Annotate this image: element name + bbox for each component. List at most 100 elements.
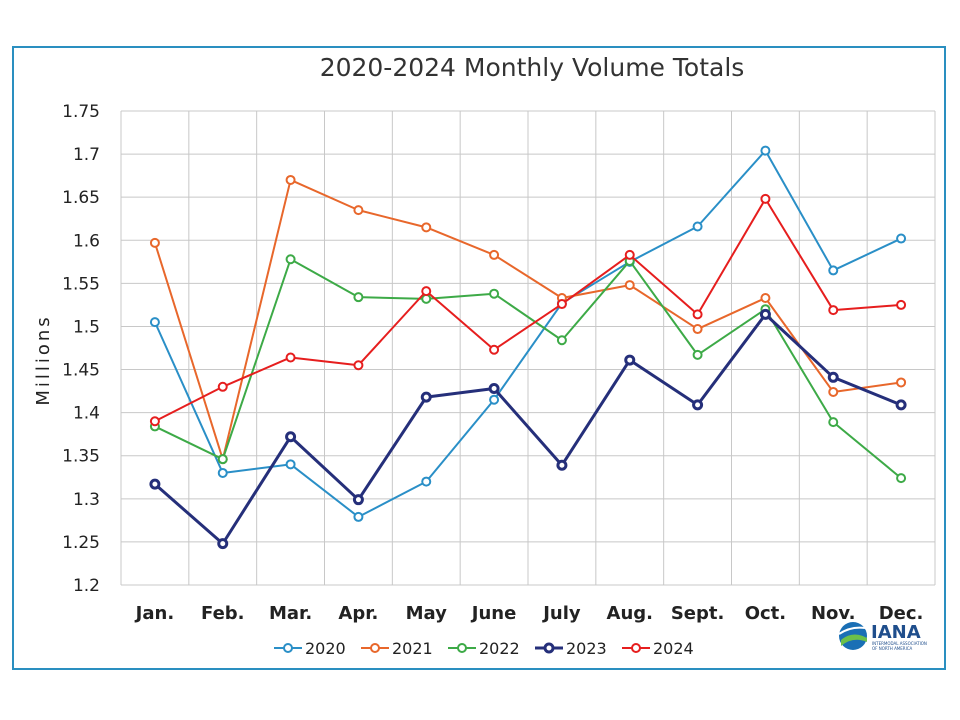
legend-item-2022: 2022 [448, 639, 520, 658]
legend-item-2024: 2024 [622, 639, 694, 658]
y-tick-label: 1.5 [73, 317, 100, 337]
legend-item-2021: 2021 [361, 639, 433, 658]
iana-logo: IANA INTERMODAL ASSOCIATION OF NORTH AME… [838, 622, 927, 651]
y-tick-label: 1.55 [62, 274, 100, 294]
y-tick-label: 1.25 [62, 533, 100, 553]
data-point [624, 354, 636, 366]
chart-title: 2020-2024 Monthly Volume Totals [320, 53, 745, 82]
data-point [760, 193, 771, 204]
x-tick-label: Jan. [134, 603, 175, 624]
data-point [149, 478, 161, 490]
data-point [489, 344, 500, 355]
data-point [149, 237, 160, 248]
data-point [285, 174, 296, 185]
y-tick-label: 1.4 [73, 404, 100, 424]
series-2023 [149, 308, 907, 550]
data-point [217, 538, 229, 550]
x-tick-label: Mar. [269, 603, 312, 624]
x-axis-ticks: Jan. Feb. Mar. Apr. May June July Aug. Sept. Oct.… [134, 603, 924, 624]
data-point [828, 417, 839, 428]
legend-label: 2020 [305, 639, 346, 658]
data-point [420, 391, 432, 403]
y-tick-label: 1.2 [73, 576, 100, 596]
series-line [154, 197, 902, 423]
y-tick-label: 1.45 [62, 361, 100, 381]
y-tick-label: 1.35 [62, 447, 100, 467]
data-point [421, 286, 432, 297]
series-2021 [149, 174, 907, 465]
data-point [353, 292, 364, 303]
data-point [353, 360, 364, 371]
data-point [352, 494, 364, 506]
data-point [489, 394, 500, 405]
series-line [153, 312, 902, 546]
x-tick-label: Feb. [201, 603, 245, 624]
x-tick-label: July [541, 603, 581, 624]
data-point [692, 399, 704, 411]
data-point [285, 352, 296, 363]
data-point [896, 473, 907, 484]
data-point [895, 399, 907, 411]
y-tick-label: 1.6 [73, 231, 100, 251]
data-point [217, 381, 228, 392]
legend: 2020 2021 2022 2023 2024 [274, 639, 694, 658]
logo-subtitle-line2: OF NORTH AMERICA [872, 646, 913, 651]
data-point [827, 371, 839, 383]
series-2024 [149, 193, 907, 427]
data-point [149, 416, 160, 427]
legend-item-2023: 2023 [535, 639, 607, 658]
data-point [149, 317, 160, 328]
y-tick-label: 1.7 [73, 145, 100, 165]
x-tick-label: Apr. [338, 603, 378, 624]
legend-label: 2024 [653, 639, 694, 658]
y-tick-label: 1.75 [62, 102, 100, 122]
series-line [154, 149, 902, 518]
data-point [828, 305, 839, 316]
data-point [896, 299, 907, 310]
legend-label: 2022 [479, 639, 520, 658]
data-point [556, 299, 567, 310]
x-tick-label: Sept. [671, 603, 725, 624]
y-tick-label: 1.3 [73, 490, 100, 510]
line-chart: 2020-2024 Monthly Volume Totals 1.21.251… [33, 53, 936, 658]
data-point [896, 233, 907, 244]
data-point [285, 431, 297, 443]
data-point [760, 293, 771, 304]
legend-item-2020: 2020 [274, 639, 346, 658]
legend-swatch-marker [631, 643, 641, 653]
data-point [624, 249, 635, 260]
x-tick-label: Dec. [879, 603, 924, 624]
series-layer [149, 145, 907, 550]
data-point [896, 377, 907, 388]
data-point [759, 308, 771, 320]
chart-frame: 2020-2024 Monthly Volume Totals 1.2 1.25 1… [12, 46, 946, 670]
data-point [421, 476, 432, 487]
x-tick-label: Nov. [811, 603, 856, 624]
data-point [692, 309, 703, 320]
data-point [692, 324, 703, 335]
legend-swatch-marker [457, 643, 467, 653]
data-point [556, 459, 568, 471]
data-point [421, 222, 432, 233]
data-point [624, 280, 635, 291]
data-point [353, 205, 364, 216]
data-point [217, 454, 228, 465]
legend-label: 2021 [392, 639, 433, 658]
x-tick-label: May [406, 603, 448, 624]
data-point [692, 349, 703, 360]
x-tick-label: June [470, 603, 517, 624]
data-point [489, 288, 500, 299]
series-line [154, 258, 902, 479]
data-point [285, 459, 296, 470]
series-line [153, 178, 902, 461]
data-point [285, 254, 296, 265]
legend-swatch-marker [283, 643, 293, 653]
data-point [556, 335, 567, 346]
y-axis-ticks: 1.2 1.25 1.3 1.35 1.4 1.45 1.5 1.55 1.6 1.65 1.7 1.… [62, 102, 100, 596]
legend-label: 2023 [566, 639, 607, 658]
y-tick-label: 1.65 [62, 188, 100, 208]
data-point [488, 383, 500, 395]
x-tick-label: Aug. [607, 603, 653, 624]
y-axis-label: Millions [33, 314, 54, 405]
logo-subtitle-line1: INTERMODAL ASSOCIATION [872, 641, 927, 646]
